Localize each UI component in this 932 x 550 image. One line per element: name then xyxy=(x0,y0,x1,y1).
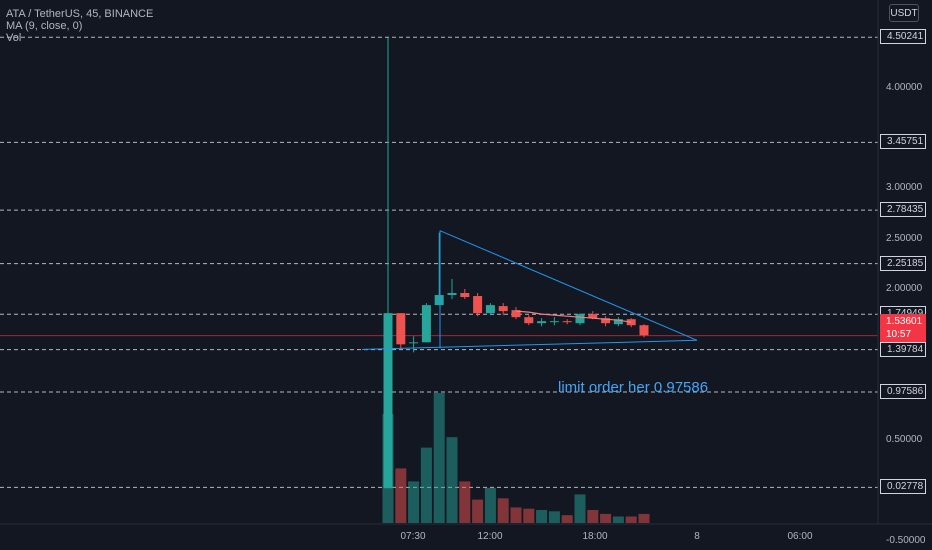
chart-legend: ATA / TetherUS, 45, BINANCE MA (9, close… xyxy=(6,8,153,44)
level-price-label: 0.97586 xyxy=(880,384,926,400)
candle-body xyxy=(434,295,444,306)
volume-bar xyxy=(561,515,573,523)
candle-body xyxy=(409,342,419,344)
candle-body xyxy=(447,293,457,296)
lower-trendline xyxy=(361,339,698,350)
candle-body xyxy=(639,325,649,336)
volume-bar xyxy=(548,511,560,523)
candle-body xyxy=(575,314,585,324)
y-tick-label: 2.00000 xyxy=(886,283,923,294)
volume-bar xyxy=(420,447,432,523)
x-tick-label: 18:00 xyxy=(582,531,608,542)
candle-body xyxy=(549,321,559,323)
candle-body xyxy=(524,317,534,324)
level-price-label: 0.02778 xyxy=(880,479,926,495)
upper-trendline xyxy=(439,230,698,341)
volume-bar xyxy=(472,499,484,523)
volume-bar xyxy=(625,516,637,523)
candle-body xyxy=(396,313,406,345)
current-price-label: 1.53601 10:57 xyxy=(880,314,926,342)
level-price-label: 4.50241 xyxy=(880,29,926,45)
y-tick-label: 3.00000 xyxy=(886,182,923,194)
candle-body xyxy=(485,305,495,314)
volume-bar xyxy=(536,510,548,523)
x-tick-label: 12:00 xyxy=(477,531,503,542)
volume-bar xyxy=(612,516,624,523)
candle-body xyxy=(460,293,470,298)
level-price-label: 3.45751 xyxy=(880,134,926,150)
x-tick-label: 8 xyxy=(694,531,700,542)
volume-bar xyxy=(600,513,612,523)
volume-bar xyxy=(459,481,471,523)
candle-body xyxy=(601,318,611,324)
volume-bars xyxy=(382,393,650,523)
candle-body xyxy=(588,314,598,319)
ma-indicator-label[interactable]: MA (9, close, 0) xyxy=(6,20,83,32)
currency-badge[interactable]: USDT xyxy=(889,4,919,22)
candle-body xyxy=(498,306,508,312)
candle-body xyxy=(473,296,483,314)
level-price-label: 2.78435 xyxy=(880,202,926,218)
bar-countdown: 10:57 xyxy=(886,329,912,340)
volume-bar xyxy=(408,481,420,523)
level-price-label: 1.39784 xyxy=(880,341,926,357)
current-price-value: 1.53601 xyxy=(886,316,923,327)
x-tick-label: 07:30 xyxy=(400,531,426,542)
triangle-pattern xyxy=(361,230,698,350)
volume-bar xyxy=(433,393,445,523)
chart-annotation[interactable]: limit order her 0.97586 xyxy=(558,379,709,396)
y-tick-label: 2.50000 xyxy=(886,232,923,244)
x-tick-label: 06:00 xyxy=(787,531,813,542)
candle-body xyxy=(537,321,547,324)
volume-indicator-label[interactable]: Vol xyxy=(6,32,22,44)
volume-bar xyxy=(484,487,496,523)
symbol-title[interactable]: ATA / TetherUS, 45, BINANCE xyxy=(6,8,154,20)
candle-body xyxy=(421,305,431,343)
level-lines xyxy=(0,36,878,488)
volume-bar xyxy=(497,498,509,523)
candle-body xyxy=(383,313,393,489)
volume-bar xyxy=(574,494,586,523)
volume-bar xyxy=(587,510,599,523)
candle-body xyxy=(613,319,623,325)
y-tick-label: -0.50000 xyxy=(886,534,926,546)
volume-bar xyxy=(510,507,522,523)
level-price-label: 2.25185 xyxy=(880,255,926,271)
y-tick-label: 4.00000 xyxy=(886,81,923,93)
candle-body xyxy=(562,321,572,323)
y-tick-label: 0.50000 xyxy=(886,433,923,445)
volume-bar xyxy=(638,513,650,523)
candle-body xyxy=(511,310,521,318)
volume-bar xyxy=(395,468,407,523)
volume-bar xyxy=(446,437,458,523)
ma-line xyxy=(515,310,632,323)
volume-bar xyxy=(523,508,535,523)
